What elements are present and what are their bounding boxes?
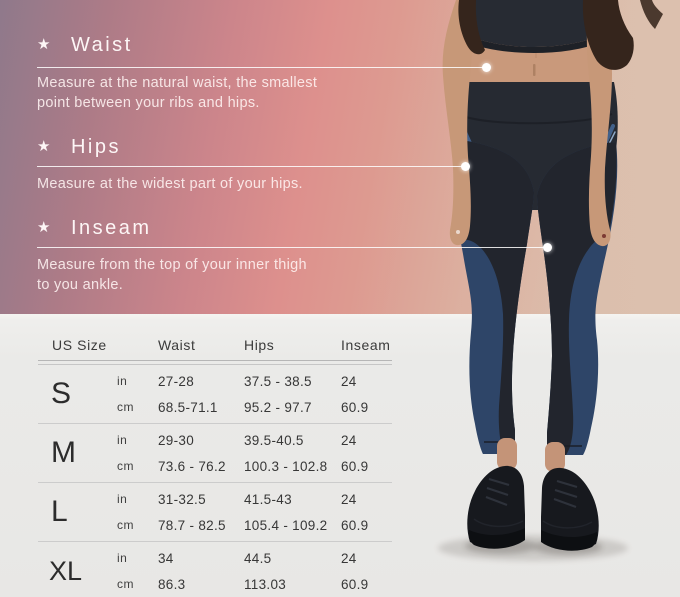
size-label: S [51, 377, 72, 410]
inseam-measurement-point-dot [543, 243, 552, 252]
hips-cm-value: 113.03 [244, 576, 287, 592]
waist-in-value: 29-30 [158, 432, 195, 448]
hips-section-description: Measure at the widest part of your hips. [37, 176, 303, 192]
waist-measurement-point-dot [482, 63, 491, 72]
inseam-section-description: Measure from the top of your inner thigh… [37, 257, 307, 293]
waist-section-heading: ★ Waist [37, 34, 133, 57]
inseam-cm-value: 60.9 [341, 576, 369, 592]
hips-in-value: 37.5 - 38.5 [244, 373, 312, 389]
table-row-size-s: S in 27-28 37.5 - 38.5 24 cm 68.5-71.1 9… [38, 365, 392, 424]
inseam-in-value: 24 [341, 432, 357, 448]
size-label: M [51, 436, 76, 469]
waist-section-title: Waist [70, 34, 133, 56]
unit-label-in: in [117, 433, 128, 447]
inseam-in-value: 24 [341, 491, 357, 507]
hips-section-heading: ★ Hips [37, 136, 121, 159]
waist-callout-line [37, 67, 483, 68]
waist-cm-value: 86.3 [158, 576, 186, 592]
leggings-right-leg [537, 142, 618, 455]
waist-cm-value: 73.6 - 76.2 [158, 458, 226, 474]
waist-in-value: 34 [158, 550, 174, 566]
hips-in-value: 44.5 [244, 550, 272, 566]
inseam-cm-value: 60.9 [341, 399, 369, 415]
size-label: XL [49, 555, 83, 586]
header-hips: Hips [244, 337, 275, 353]
inseam-section-title: Inseam [70, 217, 152, 239]
star-icon: ★ [37, 138, 53, 155]
header-divider [38, 360, 392, 365]
inseam-cm-value: 60.9 [341, 458, 369, 474]
hips-callout-line [37, 166, 462, 167]
inseam-section-heading: ★ Inseam [37, 217, 152, 240]
unit-label-cm: cm [117, 518, 134, 532]
unit-label-in: in [117, 374, 128, 388]
left-sneaker [467, 465, 525, 549]
unit-label-cm: cm [117, 400, 134, 414]
table-row-size-m: M in 29-30 39.5-40.5 24 cm 73.6 - 76.2 1… [38, 424, 392, 483]
star-icon: ★ [37, 36, 53, 53]
model-hair [458, 0, 663, 70]
table-row-size-l: L in 31-32.5 41.5-43 24 cm 78.7 - 82.5 1… [38, 483, 392, 542]
size-table-header-row: US Size Waist Hips Inseam [38, 333, 392, 357]
waist-in-value: 31-32.5 [158, 491, 206, 507]
unit-label-in: in [117, 492, 128, 506]
header-inseam: Inseam [341, 337, 391, 353]
inseam-cm-value: 60.9 [341, 517, 369, 533]
waist-cm-value: 68.5-71.1 [158, 399, 218, 415]
hips-in-value: 39.5-40.5 [244, 432, 304, 448]
right-sneaker [541, 467, 599, 551]
hips-section-title: Hips [70, 136, 121, 158]
size-label: L [51, 495, 68, 528]
hips-cm-value: 100.3 - 102.8 [244, 458, 328, 474]
waist-section-description: Measure at the natural waist, the smalle… [37, 75, 318, 111]
size-table: US Size Waist Hips Inseam S in 27-28 37.… [38, 333, 392, 597]
inseam-callout-line [37, 247, 544, 248]
inseam-in-value: 24 [341, 550, 357, 566]
unit-label-cm: cm [117, 459, 134, 473]
star-icon: ★ [37, 219, 53, 236]
waist-cm-value: 78.7 - 82.5 [158, 517, 226, 533]
unit-label-in: in [117, 551, 128, 565]
hips-cm-value: 95.2 - 97.7 [244, 399, 312, 415]
hips-cm-value: 105.4 - 109.2 [244, 517, 328, 533]
sports-bra [462, 0, 606, 53]
floor-shadow [438, 535, 628, 561]
header-waist: Waist [158, 337, 196, 353]
table-row-size-xl: XL in 34 44.5 24 cm 86.3 113.03 60.9 [38, 542, 392, 597]
waist-in-value: 27-28 [158, 373, 195, 389]
model-ankles [497, 438, 565, 472]
hips-in-value: 41.5-43 [244, 491, 292, 507]
header-us-size: US Size [52, 337, 107, 353]
inseam-in-value: 24 [341, 373, 357, 389]
hips-measurement-point-dot [461, 162, 470, 171]
unit-label-cm: cm [117, 577, 134, 591]
